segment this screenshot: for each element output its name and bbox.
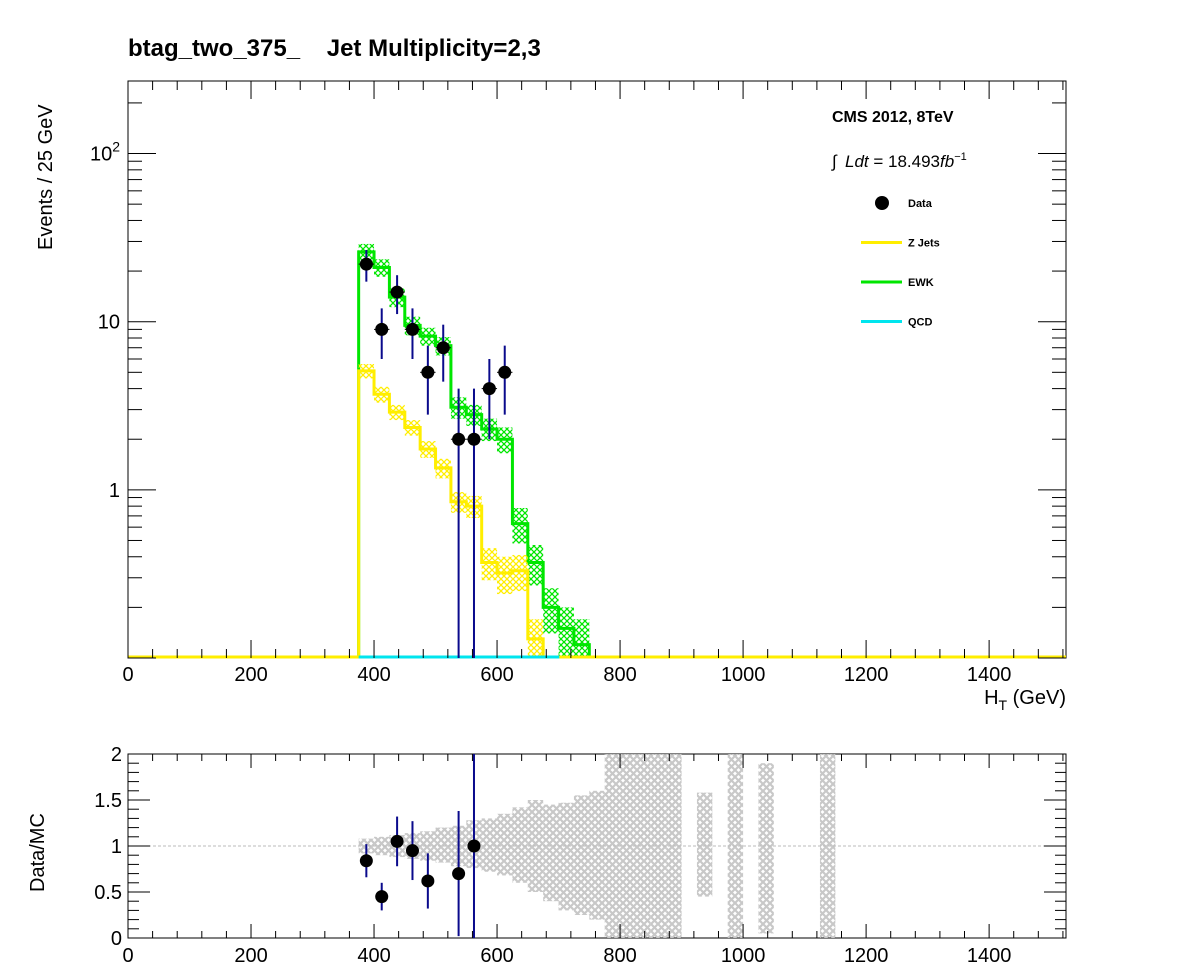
- ratio-band-bin: [543, 804, 559, 902]
- ratio-x-tick-label: 1000: [721, 945, 766, 967]
- error-hatch-box: [481, 548, 498, 581]
- error-hatch-box: [512, 507, 528, 544]
- legend-label-z-jets: Z Jets: [908, 238, 940, 250]
- ratio-uncertainty-band: [128, 754, 1066, 938]
- x-tick-label: 0: [122, 664, 133, 686]
- ratio-band-bin: [604, 754, 621, 938]
- ratio-point: [467, 839, 481, 853]
- ratio-band-bin: [481, 818, 498, 872]
- data-point: [421, 365, 435, 379]
- data-point: [452, 432, 466, 446]
- main-x-axis-label: HT (GeV): [984, 687, 1066, 713]
- x-tick-label: 1400: [967, 664, 1012, 686]
- y-tick-label: 10: [98, 312, 120, 334]
- ratio-x-tick-label: 1200: [844, 945, 889, 967]
- svg-text:∫: ∫: [831, 152, 838, 171]
- error-hatch-box: [543, 588, 559, 634]
- legend-label-ewk: EWK: [908, 277, 934, 289]
- ratio-point: [359, 854, 373, 868]
- data-point: [436, 341, 450, 355]
- ratio-band-bin: [558, 802, 574, 911]
- ratio-point: [390, 834, 404, 848]
- error-hatch-box: [573, 619, 590, 658]
- ratio-y-tick-label: 0.5: [94, 882, 122, 904]
- main-histograms: [128, 243, 1066, 659]
- ratio-x-tick-label: 200: [234, 945, 267, 967]
- data-point: [390, 285, 404, 299]
- ratio-point: [405, 844, 419, 858]
- error-hatch-box: [497, 556, 513, 595]
- chart-title: btag_two_375_ Jet Multiplicity=2,3: [128, 35, 541, 62]
- ratio-band-bin: [512, 807, 528, 883]
- ratio-x-tick-label: 400: [357, 945, 390, 967]
- x-tick-label: 600: [480, 664, 513, 686]
- error-hatch-box: [512, 554, 528, 592]
- ratio-band-bin: [374, 836, 390, 856]
- error-hatch-box: [558, 607, 574, 658]
- error-hatch-box: [527, 544, 544, 586]
- x-tick-label: 1000: [721, 664, 766, 686]
- main-axes: 0 200 400 600 800 1000 1200 1400 1 10 102: [90, 81, 1066, 686]
- ratio-x-tick-label: 800: [603, 945, 636, 967]
- x-tick-label: 800: [603, 664, 636, 686]
- ratio-y-tick-label: 0: [111, 928, 122, 950]
- data-point: [375, 322, 389, 336]
- x-tick-label: 1200: [844, 664, 889, 686]
- ratio-data-points: [359, 754, 481, 938]
- x-tick-label: 400: [357, 664, 390, 686]
- legend-marker-data: [875, 196, 889, 210]
- ratio-axes: 0 200 400 600 800 1000 1200 1400 0 0.5 1 1.5 2: [94, 744, 1066, 967]
- ratio-y-tick-label: 1.5: [94, 790, 122, 812]
- data-point: [467, 432, 481, 446]
- ratio-y-tick-label: 2: [111, 744, 122, 766]
- x-tick-label: 200: [234, 664, 267, 686]
- main-data-points: [358, 249, 513, 658]
- y-tick-label: 102: [90, 139, 120, 166]
- ratio-band-bin: [589, 790, 605, 920]
- legend-label-qcd: QCD: [908, 317, 933, 329]
- ratio-band-bin: [620, 754, 636, 938]
- histogram-z-jets: [357, 369, 545, 658]
- ratio-band-bin: [573, 795, 590, 915]
- ratio-band-bin: [435, 827, 451, 863]
- ratio-x-tick-label: 600: [480, 945, 513, 967]
- ratio-point: [421, 874, 435, 888]
- svg-text:Ldt = 18.493fb−1: Ldt = 18.493fb−1: [845, 151, 967, 171]
- main-y-axis-label: Events / 25 GeV: [35, 104, 57, 250]
- cms-annotation: CMS 2012, 8TeV: [832, 109, 954, 126]
- ratio-y-tick-label: 1: [111, 836, 122, 858]
- ratio-y-axis-label: Data/MC: [27, 813, 49, 892]
- y-tick-label: 1: [109, 480, 120, 502]
- ratio-band-bin: [696, 792, 713, 897]
- ratio-band-bin: [819, 754, 836, 938]
- ratio-point: [375, 890, 389, 904]
- data-point: [482, 382, 496, 396]
- ratio-band-bin: [420, 831, 436, 861]
- ratio-x-tick-label: 1400: [967, 945, 1012, 967]
- lumi-annotation: ∫ Ldt = 18.493fb−1: [831, 151, 967, 171]
- data-point: [498, 365, 512, 379]
- ratio-x-tick-label: 0: [122, 945, 133, 967]
- data-point: [359, 257, 373, 271]
- legend-label-data: Data: [908, 198, 933, 210]
- ratio-band-bin: [758, 763, 774, 934]
- ratio-point: [452, 867, 466, 881]
- ratio-band-bin: [497, 813, 513, 876]
- data-point: [405, 322, 419, 336]
- legend: Data Z Jets EWK QCD: [861, 196, 940, 329]
